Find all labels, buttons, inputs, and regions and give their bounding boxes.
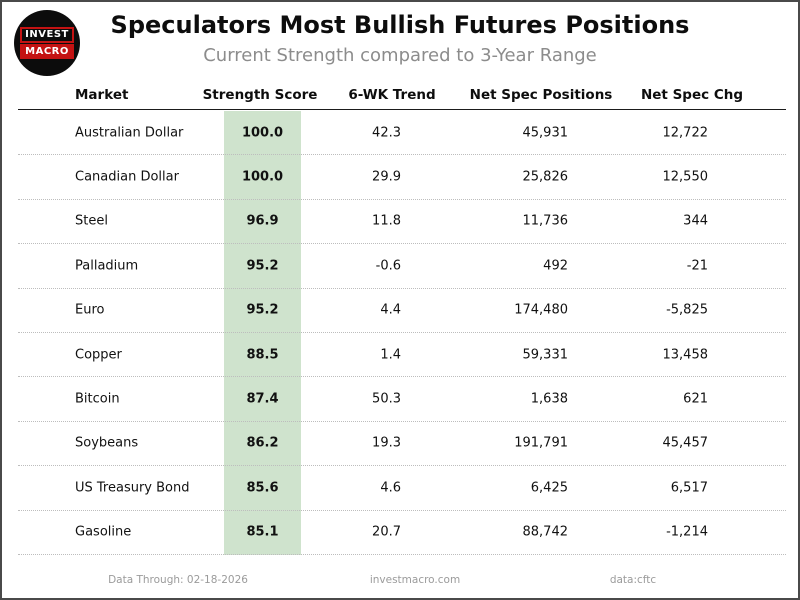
net-spec-chg-cell: 344: [683, 213, 708, 229]
strength-score-cell: 95.2: [246, 302, 279, 318]
strength-score-cell: 85.1: [246, 524, 279, 540]
net-spec-positions-cell: 6,425: [530, 480, 568, 496]
strength-score-cell: 85.6: [246, 480, 279, 496]
column-header-net-spec-positions: Net Spec Positions: [469, 87, 613, 103]
net-spec-positions-cell: 88,742: [522, 524, 569, 540]
trend-cell: 11.8: [372, 213, 401, 229]
trend-cell: 50.3: [372, 391, 401, 407]
page-subtitle: Current Strength compared to 3-Year Rang…: [203, 45, 597, 66]
market-cell: Euro: [75, 302, 105, 318]
strength-score-cell: 86.2: [246, 435, 279, 451]
table-body: Australian Dollar 100.0 42.3 45,931 12,7…: [18, 111, 786, 555]
logo-invest-text: INVEST: [20, 27, 74, 43]
strength-score-cell: 87.4: [246, 391, 279, 407]
footer-site: investmacro.com: [369, 574, 461, 586]
net-spec-chg-cell: -1,214: [666, 524, 708, 540]
net-spec-chg-cell: 621: [683, 391, 708, 407]
trend-cell: 1.4: [380, 347, 401, 363]
trend-cell: 4.6: [380, 480, 401, 496]
table-row: Canadian Dollar 100.0 29.9 25,826 12,550: [18, 155, 786, 200]
net-spec-chg-cell: 45,457: [662, 435, 709, 451]
footer-data-source: data:cftc: [609, 574, 657, 586]
market-cell: Steel: [75, 213, 108, 229]
table-row: Australian Dollar 100.0 42.3 45,931 12,7…: [18, 111, 786, 156]
column-header-6wk-trend: 6-WK Trend: [348, 87, 436, 103]
trend-cell: 42.3: [372, 125, 401, 141]
strength-score-cell: 100.0: [241, 125, 284, 141]
table-row: Palladium 95.2 -0.6 492 -21: [18, 244, 786, 289]
table-row: Copper 88.5 1.4 59,331 13,458: [18, 333, 786, 378]
net-spec-chg-cell: 12,722: [662, 125, 709, 141]
net-spec-positions-cell: 191,791: [514, 435, 568, 451]
net-spec-positions-cell: 45,931: [522, 125, 569, 141]
net-spec-chg-cell: 6,517: [670, 480, 708, 496]
column-header-net-spec-chg: Net Spec Chg: [640, 87, 744, 103]
strength-score-cell: 100.0: [241, 169, 284, 185]
market-cell: Canadian Dollar: [75, 169, 179, 185]
column-header-market: Market: [75, 87, 129, 103]
net-spec-chg-cell: -21: [686, 258, 708, 274]
trend-cell: -0.6: [375, 258, 401, 274]
table-row: Euro 95.2 4.4 174,480 -5,825: [18, 289, 786, 333]
trend-cell: 20.7: [372, 524, 401, 540]
net-spec-positions-cell: 11,736: [522, 213, 569, 229]
score-highlight-band: [224, 111, 301, 555]
market-cell: Palladium: [75, 258, 139, 274]
net-spec-positions-cell: 492: [543, 258, 568, 274]
net-spec-positions-cell: 59,331: [522, 347, 569, 363]
table-row: Bitcoin 87.4 50.3 1,638 621: [18, 377, 786, 422]
market-cell: Soybeans: [75, 435, 139, 451]
market-cell: Bitcoin: [75, 391, 120, 407]
market-cell: Gasoline: [75, 524, 132, 540]
market-cell: Australian Dollar: [75, 125, 184, 141]
trend-cell: 29.9: [372, 169, 401, 185]
net-spec-chg-cell: -5,825: [666, 302, 708, 318]
column-header-strength-score: Strength Score: [202, 87, 318, 103]
market-cell: Copper: [75, 347, 122, 363]
net-spec-chg-cell: 12,550: [662, 169, 709, 185]
footer-data-through: Data Through: 02-18-2026: [108, 574, 248, 586]
logo-macro-text: MACRO: [20, 43, 74, 59]
table-row: Steel 96.9 11.8 11,736 344: [18, 200, 786, 245]
trend-cell: 4.4: [380, 302, 401, 318]
net-spec-chg-cell: 13,458: [662, 347, 709, 363]
net-spec-positions-cell: 25,826: [522, 169, 569, 185]
page-title: Speculators Most Bullish Futures Positio…: [110, 11, 690, 39]
strength-score-cell: 95.2: [246, 258, 279, 274]
net-spec-positions-cell: 1,638: [530, 391, 568, 407]
trend-cell: 19.3: [372, 435, 401, 451]
table-row: Gasoline 85.1 20.7 88,742 -1,214: [18, 511, 786, 555]
table-row: Soybeans 86.2 19.3 191,791 45,457: [18, 422, 786, 467]
net-spec-positions-cell: 174,480: [514, 302, 568, 318]
strength-score-cell: 96.9: [246, 213, 279, 229]
investmacro-logo: INVEST MACRO: [14, 10, 80, 76]
market-cell: US Treasury Bond: [75, 480, 190, 496]
table-row: US Treasury Bond 85.6 4.6 6,425 6,517: [18, 466, 786, 511]
strength-score-cell: 88.5: [246, 347, 279, 363]
header-rule: [18, 109, 786, 110]
